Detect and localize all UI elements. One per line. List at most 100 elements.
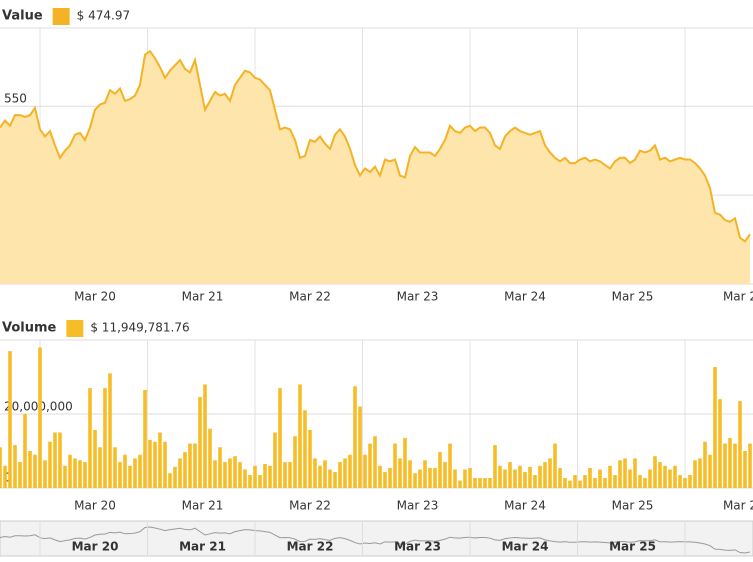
volume-bar	[63, 465, 67, 488]
volume-bar	[613, 475, 617, 488]
volume-bar	[623, 458, 627, 488]
volume-bar	[498, 465, 502, 488]
volume-bar	[398, 458, 402, 488]
volume-bar	[293, 436, 297, 488]
x-tick-label: Mar 25	[612, 499, 654, 513]
x-tick-label: Mar 22	[289, 290, 331, 304]
volume-bar	[263, 463, 267, 488]
volume-bar	[663, 465, 667, 488]
volume-bar	[643, 478, 647, 488]
volume-bar	[483, 478, 487, 488]
volume-bar	[248, 475, 252, 488]
volume-bar	[443, 462, 447, 488]
volume-bar	[188, 443, 192, 488]
navigator-line	[0, 526, 751, 554]
volume-bar	[698, 458, 702, 488]
volume-bar	[688, 475, 692, 488]
volume-bar	[223, 462, 227, 488]
x-tick-label: Mar 2	[723, 290, 753, 304]
volume-bar	[253, 465, 257, 488]
volume-bar	[478, 478, 482, 488]
volume-bar	[518, 465, 522, 488]
volume-bar	[468, 468, 472, 488]
volume-bar	[533, 475, 537, 488]
volume-bar	[368, 443, 372, 488]
volume-bar	[0, 447, 2, 488]
volume-bar	[493, 445, 497, 488]
volume-bar	[733, 443, 737, 488]
x-tick-label: Mar 21	[182, 499, 224, 513]
x-tick-label: Mar 21	[182, 290, 224, 304]
volume-bar	[258, 475, 262, 488]
volume-bar	[58, 432, 62, 488]
volume-bar	[683, 478, 687, 488]
x-tick-label: Mar 2	[723, 499, 753, 513]
volume-bar	[213, 460, 217, 488]
volume-bar	[358, 406, 362, 488]
volume-bar	[748, 443, 752, 488]
volume-bar	[243, 469, 247, 488]
volume-bar	[383, 472, 387, 488]
volume-bar	[288, 462, 292, 488]
volume-bar	[133, 458, 137, 488]
volume-bar	[93, 429, 97, 488]
navigator-label: Mar 23	[394, 540, 441, 554]
volume-bar	[388, 468, 392, 488]
volume-bar	[313, 458, 317, 488]
legend-value: $ 11,949,781.76	[90, 321, 189, 335]
volume-bar	[638, 475, 642, 488]
volume-bar	[103, 388, 107, 488]
volume-bar	[143, 389, 147, 488]
volume-bar	[353, 386, 357, 488]
y-tick-label: 0	[4, 471, 12, 485]
volume-bar	[198, 396, 202, 488]
volume-bar	[158, 432, 162, 488]
x-tick-label: Mar 23	[397, 290, 439, 304]
volume-bar	[598, 469, 602, 488]
volume-bar	[718, 399, 722, 488]
volume-bar	[458, 480, 462, 488]
navigator-label: Mar 20	[72, 540, 119, 554]
volume-bar	[703, 441, 707, 488]
x-tick-label: Mar 20	[74, 499, 116, 513]
navigator-label: Mar 21	[179, 540, 226, 554]
legend-value: $ 474.97	[77, 9, 130, 23]
volume-bar	[588, 468, 592, 488]
volume-bar	[563, 478, 567, 488]
volume-bar	[238, 462, 242, 488]
volume-bar	[668, 469, 672, 488]
x-tick-label: Mar 20	[74, 290, 116, 304]
volume-bar	[283, 462, 287, 488]
volume-bar	[108, 373, 112, 488]
volume-bar	[273, 432, 277, 488]
navigator-label: Mar 22	[287, 540, 334, 554]
value-line	[0, 49, 751, 243]
volume-bar	[83, 462, 87, 488]
volume-bar	[303, 410, 307, 488]
volume-bar	[593, 478, 597, 488]
volume-bar	[53, 432, 57, 488]
volume-bar	[138, 454, 142, 488]
x-tick-label: Mar 25	[612, 290, 654, 304]
volume-bar	[128, 465, 132, 488]
volume-bar	[328, 469, 332, 488]
volume-bar	[148, 439, 152, 488]
volume-bar	[308, 429, 312, 488]
volume-bar	[318, 465, 322, 488]
volume-bar	[408, 460, 412, 488]
volume-bar	[528, 466, 532, 488]
volume-bar	[433, 468, 437, 488]
volume-bar	[193, 443, 197, 488]
volume-bar	[373, 436, 377, 488]
volume-bar	[88, 388, 92, 488]
volume-bar	[233, 456, 237, 488]
volume-bar	[18, 462, 22, 488]
volume-bar	[218, 447, 222, 488]
volume-bar	[438, 452, 442, 488]
volume-bar	[33, 454, 37, 488]
volume-bar	[713, 367, 717, 488]
volume-bar	[673, 465, 677, 488]
volume-bar	[168, 473, 172, 488]
volume-bar	[708, 454, 712, 488]
